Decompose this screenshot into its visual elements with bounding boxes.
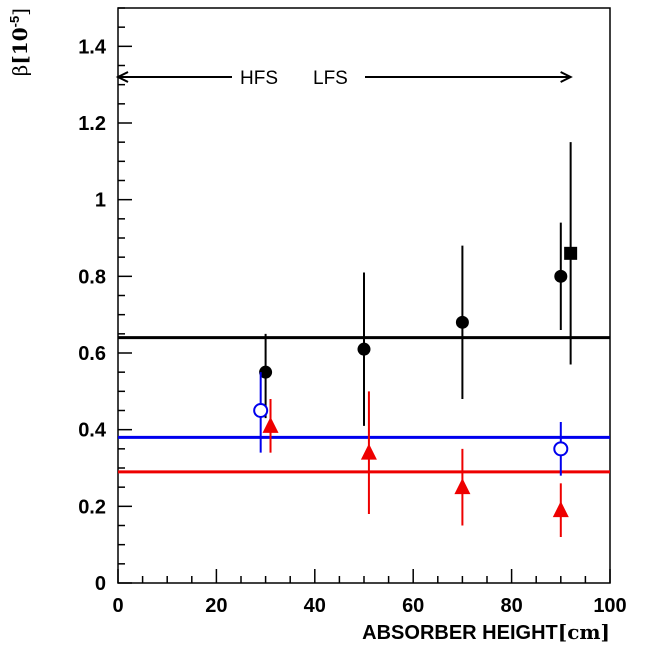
x-tick-label: 0 xyxy=(112,595,123,617)
lfs-label: LFS xyxy=(313,68,348,89)
data-point xyxy=(454,478,471,495)
data-point xyxy=(360,443,377,460)
data-point xyxy=(455,315,469,329)
y-axis-unit-exp: -5 xyxy=(7,16,22,28)
x-tick-label: 20 xyxy=(205,595,227,617)
data-point xyxy=(259,365,273,379)
y-axis-symbol: β xyxy=(8,65,32,77)
data-point xyxy=(553,441,569,457)
x-axis-title-text: ABSORBER HEIGHT xyxy=(362,622,558,644)
x-tick-label: 40 xyxy=(304,595,326,617)
y-tick-label: 0.6 xyxy=(78,343,106,365)
x-tick-label: 60 xyxy=(402,595,424,617)
data-point xyxy=(554,269,568,283)
y-axis-unit-base: [10 xyxy=(8,27,32,64)
data-point xyxy=(552,501,569,518)
y-tick-label: 1.4 xyxy=(78,36,107,58)
x-axis: 0 20 40 60 80 100 xyxy=(112,569,627,617)
x-axis-unit: [cm] xyxy=(558,620,610,644)
y-tick-label: 0.2 xyxy=(78,496,106,518)
y-axis-title: β[10-5] xyxy=(7,8,32,76)
data-series xyxy=(253,142,578,537)
lfs-arrow-head xyxy=(560,71,573,83)
x-axis-title: ABSORBER HEIGHT[cm] xyxy=(362,620,610,644)
y-tick-label: 0.8 xyxy=(78,266,106,288)
hfs-label: HFS xyxy=(240,68,278,89)
data-point xyxy=(564,246,578,260)
data-point xyxy=(253,403,269,418)
y-tick-label: 0.4 xyxy=(78,420,107,442)
x-tick-label: 100 xyxy=(593,595,626,617)
hfs-arrow-head xyxy=(115,71,129,83)
y-tick-label: 1.2 xyxy=(78,113,106,135)
x-tick-label: 80 xyxy=(500,595,522,617)
annotation-group: HFS LFS xyxy=(115,68,573,89)
y-tick-label: 0 xyxy=(95,573,106,595)
y-tick-label: 1 xyxy=(95,190,106,212)
data-point xyxy=(357,342,371,356)
y-axis: 0 0.2 0.4 0.6 0.8 1 1.2 1.4 xyxy=(78,7,132,595)
y-axis-unit-close: ] xyxy=(8,8,32,16)
data-point xyxy=(262,416,279,433)
